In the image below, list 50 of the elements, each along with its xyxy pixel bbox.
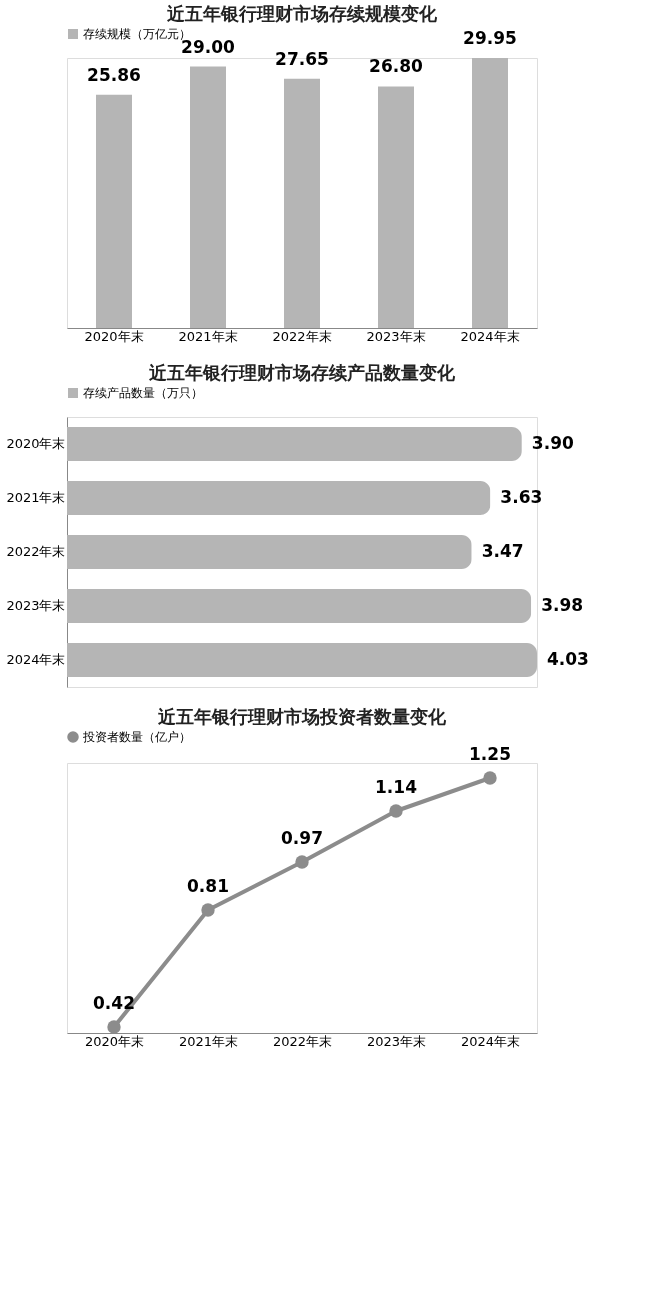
point	[389, 804, 403, 818]
data-label: 29.95	[463, 28, 517, 48]
x-tick-label: 2021年末	[178, 328, 238, 344]
x-tick-label: 2021年末	[178, 1033, 239, 1049]
bar	[67, 427, 522, 461]
point	[483, 771, 497, 785]
chart-title: 近五年银行理财市场存续产品数量变化	[148, 362, 456, 383]
data-label: 3.63	[500, 487, 543, 507]
data-label: 3.98	[541, 595, 584, 615]
point	[201, 903, 215, 917]
x-tick-label: 2023年末	[366, 1033, 427, 1049]
bar	[67, 481, 491, 515]
x-tick-label: 2023年末	[366, 328, 426, 344]
x-tick-label: 2024年末	[460, 1033, 521, 1049]
x-tick-label: 2020年末	[84, 328, 144, 344]
x-tick-label: 2022年末	[272, 1033, 333, 1049]
bar	[96, 94, 132, 328]
data-label: 1.25	[469, 744, 511, 764]
data-label: 3.47	[481, 541, 524, 561]
bar	[67, 643, 537, 677]
data-label: 25.86	[87, 64, 141, 85]
point	[295, 855, 309, 869]
y-tick-label: 2021年末	[6, 490, 66, 505]
data-label: 27.65	[275, 48, 329, 69]
y-tick-label: 2023年末	[6, 598, 66, 613]
bar	[190, 66, 226, 328]
data-label: 3.90	[531, 433, 574, 453]
legend-label: 投资者数量（亿户）	[82, 730, 191, 744]
data-label: 0.42	[93, 993, 135, 1013]
bar	[378, 86, 414, 328]
bar	[472, 58, 508, 328]
point	[107, 1020, 121, 1034]
y-tick-label: 2022年末	[6, 544, 66, 559]
bar	[284, 78, 320, 328]
x-tick-label: 2024年末	[460, 328, 520, 344]
bar	[67, 589, 532, 623]
data-label: 26.80	[369, 56, 424, 77]
data-label: 1.14	[375, 777, 418, 797]
data-label: 0.81	[187, 876, 229, 896]
chart-title: 近五年银行理财市场投资者数量变化	[157, 706, 447, 727]
y-tick-label: 2024年末	[6, 652, 66, 667]
x-tick-label: 2020年末	[84, 1033, 145, 1049]
legend-label: 存续规模（万亿元）	[83, 27, 191, 41]
data-label: 4.03	[547, 649, 589, 669]
x-tick-label: 2022年末	[272, 328, 332, 344]
bar	[67, 535, 472, 569]
chart-title: 近五年银行理财市场存续规模变化	[166, 3, 438, 24]
data-label: 0.97	[281, 828, 323, 848]
y-tick-label: 2020年末	[6, 436, 66, 451]
legend-label: 存续产品数量（万只）	[83, 386, 203, 400]
